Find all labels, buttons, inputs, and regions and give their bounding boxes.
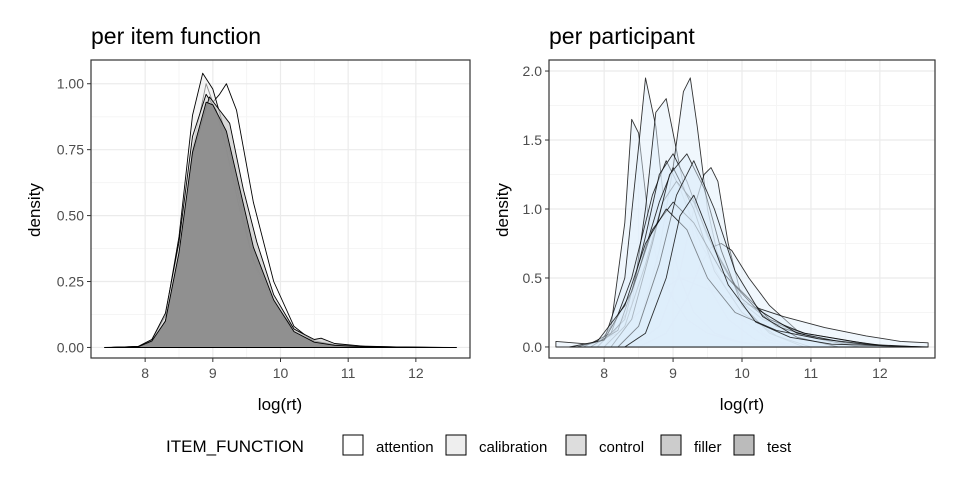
density-area-participant-16 bbox=[624, 194, 929, 348]
density-area-participant-2 bbox=[576, 77, 777, 348]
y-tick-label: 0.0 bbox=[523, 339, 543, 355]
x-axis-label-right: log(rt) bbox=[720, 395, 764, 414]
density-area-participant-10 bbox=[603, 180, 860, 348]
legend-label-calibration: calibration bbox=[479, 439, 547, 456]
legend-item-control: control bbox=[565, 434, 644, 456]
legend-label-attention: attention bbox=[376, 439, 434, 456]
x-tick-label: 12 bbox=[408, 365, 424, 381]
y-tick-label: 2.0 bbox=[523, 63, 543, 79]
chart-title-left: per item function bbox=[91, 23, 261, 49]
x-tick-label: 10 bbox=[734, 365, 750, 381]
x-tick-label: 9 bbox=[669, 365, 677, 381]
density-curves bbox=[104, 72, 457, 348]
legend: ITEM_FUNCTION attention calibration contro… bbox=[166, 434, 792, 456]
legend-item-filler: filler bbox=[660, 434, 722, 456]
y-tick-label: 0.00 bbox=[57, 339, 84, 355]
x-tick-label: 12 bbox=[872, 365, 888, 381]
density-area-participant-15 bbox=[569, 208, 922, 348]
y-tick-label: 0.25 bbox=[57, 274, 84, 290]
x-tick-label: 11 bbox=[341, 365, 356, 381]
density-area-participant-4 bbox=[617, 77, 805, 348]
legend-key-attention bbox=[342, 434, 364, 456]
y-tick-label: 1.5 bbox=[523, 132, 543, 148]
y-tick-label: 0.5 bbox=[523, 270, 543, 286]
legend-key-calibration bbox=[445, 434, 467, 456]
legend-item-calibration: calibration bbox=[445, 434, 547, 456]
density-area-test bbox=[110, 101, 451, 348]
plot-panel-left: 8 9 10 11 12 0.00 0.25 0.50 0.75 1.00 bbox=[57, 59, 471, 381]
density-area-participant-12 bbox=[610, 153, 805, 348]
x-tick-label: 10 bbox=[273, 365, 289, 381]
legend-label-control: control bbox=[599, 439, 644, 456]
plot-panel-right: 8 9 10 11 12 0.0 0.5 1.0 1.5 2.0 bbox=[523, 59, 936, 381]
legend-key-control bbox=[565, 434, 587, 456]
x-axis-label-left: log(rt) bbox=[258, 395, 302, 414]
legend-items: attention calibration control filler test bbox=[342, 434, 792, 456]
legend-key-filler bbox=[660, 434, 682, 456]
y-tick-label: 0.75 bbox=[57, 142, 84, 158]
x-tick-label: 11 bbox=[804, 365, 819, 381]
y-tick-label: 1.00 bbox=[57, 76, 84, 92]
y-tick-label: 0.50 bbox=[57, 208, 84, 224]
legend-item-test: test bbox=[733, 434, 792, 456]
y-tick-label: 1.0 bbox=[523, 201, 543, 217]
legend-item-attention: attention bbox=[342, 434, 434, 456]
x-tick-label: 9 bbox=[209, 365, 217, 381]
legend-label-filler: filler bbox=[694, 439, 722, 456]
legend-title: ITEM_FUNCTION bbox=[166, 437, 304, 456]
y-axis-label-right: density bbox=[493, 183, 512, 237]
chart-title-right: per participant bbox=[549, 23, 695, 49]
density-curves bbox=[555, 77, 929, 348]
x-tick-label: 8 bbox=[141, 365, 149, 381]
y-axis-label-left: density bbox=[25, 183, 44, 237]
x-tick-label: 8 bbox=[600, 365, 608, 381]
legend-label-test: test bbox=[767, 439, 792, 456]
density-area-participant-6 bbox=[638, 243, 867, 348]
legend-key-test bbox=[733, 434, 755, 456]
density-area-participant-9 bbox=[596, 153, 895, 348]
